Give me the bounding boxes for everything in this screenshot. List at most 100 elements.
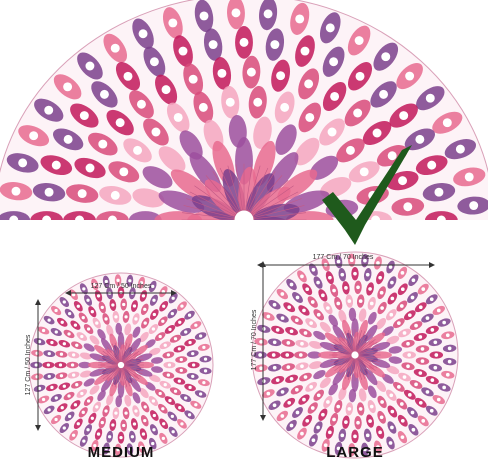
pattern [434,187,444,197]
pattern [253,97,263,107]
pattern [414,382,418,387]
pattern [456,286,465,295]
pattern [300,274,304,279]
pattern [405,71,415,81]
pattern [124,379,133,397]
pattern [400,435,405,439]
pattern [124,394,132,407]
pattern [418,400,423,405]
pattern [143,419,147,423]
pattern [151,127,161,137]
pattern [79,352,92,360]
pattern [402,331,407,335]
pattern [152,413,156,418]
pattern [358,407,363,411]
pattern [469,201,479,211]
pattern [348,388,357,403]
pattern [141,432,146,436]
pattern [198,102,208,112]
pattern [240,393,249,402]
pattern [217,362,226,371]
pattern [275,328,280,332]
pattern [63,82,73,92]
pattern [455,144,465,154]
pattern [59,352,64,356]
pattern [200,286,227,323]
pattern [414,323,418,328]
pattern [50,340,54,345]
pattern [355,71,365,81]
pattern [106,367,120,381]
pattern [243,219,244,220]
pattern [97,232,133,256]
pattern [99,89,109,99]
pattern [41,328,46,333]
pattern [142,166,173,189]
pattern [386,365,400,375]
pattern [320,177,352,198]
pattern [253,116,272,149]
pattern [132,304,137,308]
pattern [313,370,326,380]
pattern [304,79,314,89]
pattern [173,389,178,393]
pattern [388,441,393,445]
pattern [139,331,149,343]
pattern [353,434,357,439]
pattern [433,365,438,370]
pattern [34,363,38,367]
pattern [375,380,387,393]
pattern [332,417,336,422]
pattern [97,328,106,340]
pattern [46,363,51,367]
pattern [64,235,99,258]
pattern [128,279,132,283]
pattern [353,271,357,276]
pattern [228,292,248,326]
pattern [442,118,452,128]
pattern [263,9,273,19]
pattern [266,152,299,193]
pattern [244,219,245,220]
pattern [316,425,320,430]
pattern [89,335,100,345]
pattern [336,404,341,409]
size-title: MEDIUM [88,444,155,459]
pattern [244,219,247,220]
pattern [344,286,348,290]
pattern [425,390,430,394]
pattern [272,340,277,345]
pattern [332,288,336,293]
pattern [368,240,377,249]
pattern [302,397,306,402]
pattern [420,359,425,363]
pattern [309,385,313,389]
pattern [418,371,423,375]
pattern [78,361,91,369]
pattern [324,332,342,346]
pattern [436,215,446,220]
pattern [63,211,96,220]
pattern [272,403,277,408]
pattern [338,309,347,323]
pattern [71,293,76,297]
pattern [295,410,300,415]
pattern [364,368,378,386]
pattern [424,211,458,220]
pattern [272,302,277,307]
pattern [243,219,244,220]
pattern [376,261,380,265]
height-label: 177 Cm / 70 Inches [251,309,258,370]
pattern [170,311,175,316]
pattern [421,287,426,291]
pattern [310,406,315,410]
pattern [208,251,240,302]
pattern [390,296,395,301]
pattern [161,407,165,411]
pattern [158,146,186,173]
pattern [418,305,423,310]
pattern [104,446,108,451]
pattern [353,108,363,118]
pattern [151,399,156,403]
pattern [225,97,235,107]
